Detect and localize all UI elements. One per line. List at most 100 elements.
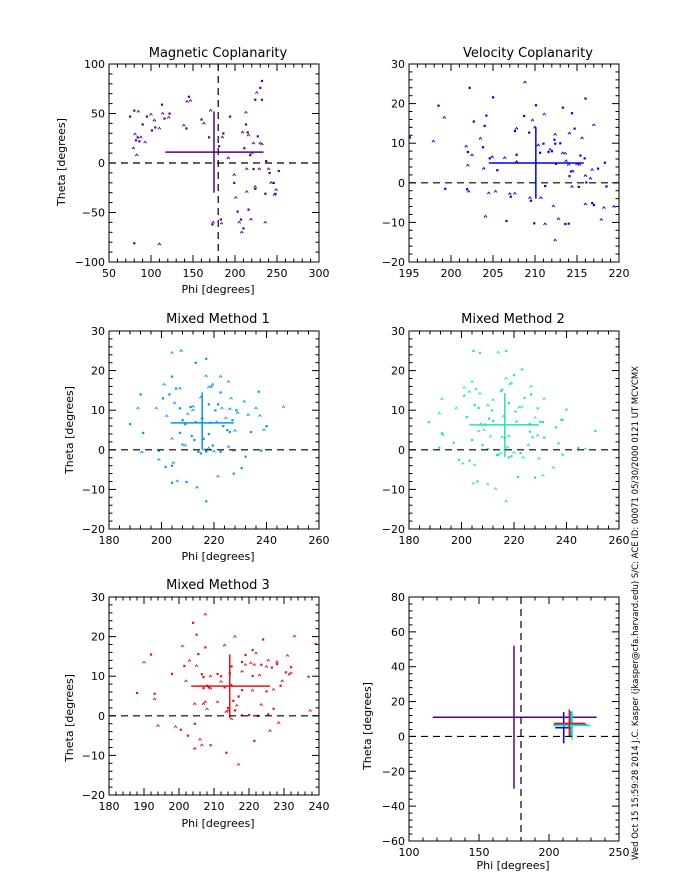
data-point — [197, 450, 200, 453]
plot-frame — [408, 596, 620, 842]
data-point — [244, 167, 249, 171]
data-point — [542, 396, 547, 400]
x-tick-label: 200 — [169, 800, 190, 813]
data-point — [481, 146, 485, 149]
x-axis-label: Phi [degrees] — [476, 859, 549, 872]
data-point — [195, 633, 198, 636]
data-point — [171, 375, 174, 378]
data-point — [241, 689, 244, 692]
data-point — [156, 723, 160, 727]
x-tick-label: 250 — [609, 846, 630, 859]
data-point — [516, 475, 520, 478]
data-point — [219, 679, 223, 684]
data-point — [157, 457, 161, 461]
data-point — [198, 737, 202, 741]
data-point — [573, 127, 576, 130]
data-point — [438, 446, 441, 449]
data-point — [150, 129, 154, 132]
data-point — [523, 80, 527, 84]
data-point — [220, 675, 223, 678]
data-point — [570, 170, 573, 173]
data-point — [219, 391, 222, 394]
data-point — [136, 406, 140, 410]
data-point — [276, 662, 279, 666]
data-point — [220, 406, 224, 410]
axes: 180 190 200 210 220 230 240 −20 −10 0 10 20 30 — [82, 591, 330, 813]
data-point — [580, 136, 584, 140]
data-point — [457, 458, 461, 461]
data-point — [478, 391, 482, 395]
y-tick-label: −50 — [82, 207, 105, 220]
data-point — [233, 195, 238, 199]
y-tick-label: 10 — [91, 404, 105, 417]
data-point — [523, 114, 526, 118]
data-point — [462, 385, 466, 389]
data-point — [234, 703, 239, 707]
data-point — [605, 185, 608, 188]
data-point — [134, 153, 139, 157]
data-point — [466, 189, 471, 193]
data-point — [507, 456, 510, 459]
panel-title: Mixed Method 1 — [166, 312, 270, 327]
data-point — [468, 86, 471, 89]
data-point — [274, 187, 279, 191]
data-point — [553, 132, 558, 136]
data-point — [531, 436, 534, 439]
data-point — [185, 480, 188, 484]
data-point — [542, 142, 545, 145]
data-point — [228, 430, 231, 434]
data-point — [234, 709, 237, 712]
data-point — [493, 487, 498, 491]
panel-mixed-method-3: Mixed Method 3 180 190 200 210 220 230 240−20−… — [63, 578, 330, 830]
data-point — [210, 382, 215, 386]
data-point — [226, 379, 231, 383]
y-tick-label: −20 — [382, 523, 405, 536]
data-point — [275, 660, 279, 664]
data-point — [603, 161, 606, 164]
data-point — [514, 126, 519, 130]
data-point — [508, 382, 512, 386]
data-point — [267, 713, 270, 716]
y-tick-label: −20 — [82, 789, 105, 802]
data-point — [567, 222, 570, 225]
data-point — [507, 192, 512, 196]
y-tick-label: 100 — [84, 58, 105, 71]
x-tick-label: 240 — [556, 534, 577, 547]
data-point — [163, 117, 166, 120]
x-tick-label: 250 — [267, 267, 288, 280]
data-point — [483, 214, 488, 218]
data-point — [530, 393, 533, 396]
data-point — [519, 451, 522, 455]
data-point — [233, 429, 237, 433]
data-point — [154, 406, 159, 410]
data-point — [465, 163, 470, 167]
data-point — [149, 112, 153, 116]
y-tick-label: 50 — [91, 108, 105, 121]
data-point — [281, 405, 286, 409]
data-point — [477, 406, 480, 410]
data-point — [481, 166, 486, 170]
y-tick-label: 20 — [391, 696, 405, 709]
data-point — [307, 675, 310, 678]
data-point — [231, 419, 234, 422]
data-point — [251, 141, 256, 145]
data-point — [514, 160, 519, 164]
y-axis-label: Theta [degrees] — [63, 386, 76, 475]
data-point — [173, 725, 178, 729]
data-point — [553, 138, 556, 141]
data-point — [214, 409, 217, 412]
data-point — [229, 396, 233, 400]
x-tick-label: 150 — [469, 846, 490, 859]
data-point — [249, 154, 252, 157]
data-point — [528, 131, 531, 134]
data-point — [272, 181, 275, 184]
data-point — [211, 220, 216, 224]
y-tick-label: 30 — [91, 591, 105, 604]
data-point — [488, 157, 491, 160]
data-point — [236, 210, 239, 213]
y-axis-label: Theta [degrees] — [63, 674, 76, 763]
data-point — [235, 411, 240, 415]
x-tick-label: 220 — [609, 267, 630, 280]
y-tick-label: 0 — [398, 730, 405, 743]
x-tick-label: 200 — [539, 846, 560, 859]
